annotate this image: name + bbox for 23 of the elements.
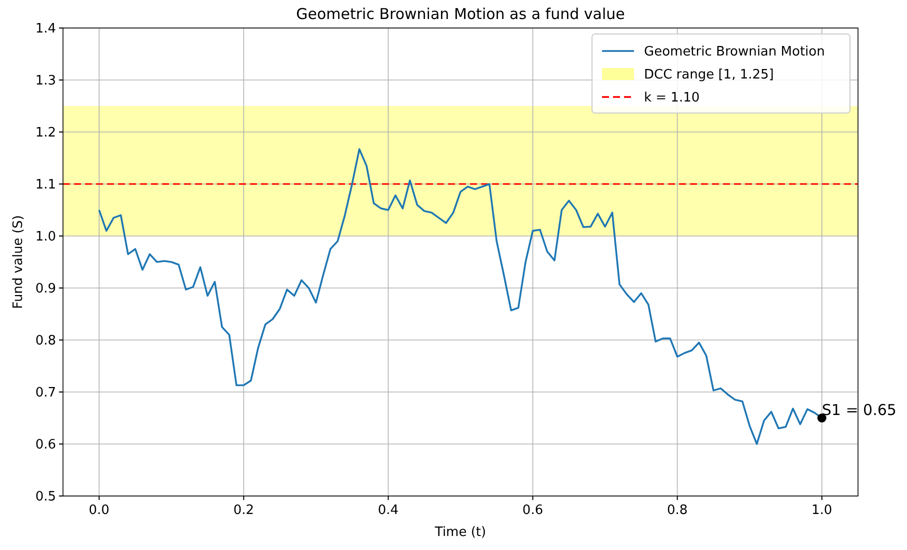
legend-label: k = 1.10 [644, 90, 700, 106]
legend-label: DCC range [1, 1.25] [644, 68, 774, 82]
x-axis-title: Time (t) [434, 525, 486, 540]
y-tick-label: 1.4 [35, 22, 56, 36]
y-tick-label: 0.7 [35, 386, 56, 400]
y-tick-label: 1.2 [35, 126, 56, 140]
x-tick-label: 0.4 [378, 503, 399, 518]
legend-label: Geometric Brownian Motion [644, 44, 825, 60]
y-tick-label: 0.6 [35, 438, 56, 452]
y-tick-label: 1.0 [35, 230, 56, 244]
x-tick-label: 0.2 [233, 503, 254, 518]
x-tick-label: 1.0 [812, 503, 832, 518]
y-tick-label: 1.3 [35, 74, 56, 88]
y-tick-label: 0.9 [35, 282, 56, 296]
y-tick-label: 1.1 [35, 178, 56, 192]
chart-title: Geometric Brownian Motion as a fund value [296, 5, 625, 23]
x-tick-label: 0.8 [666, 503, 688, 518]
x-tick-label: 0.6 [522, 503, 544, 518]
x-tick-label: 0.0 [88, 503, 110, 518]
annotation: S1 = 0.65 [822, 401, 896, 419]
y-axis-title: Fund value (S) [11, 215, 26, 309]
y-tick-label: 0.8 [35, 334, 56, 348]
y-tick-label: 0.5 [35, 490, 56, 504]
